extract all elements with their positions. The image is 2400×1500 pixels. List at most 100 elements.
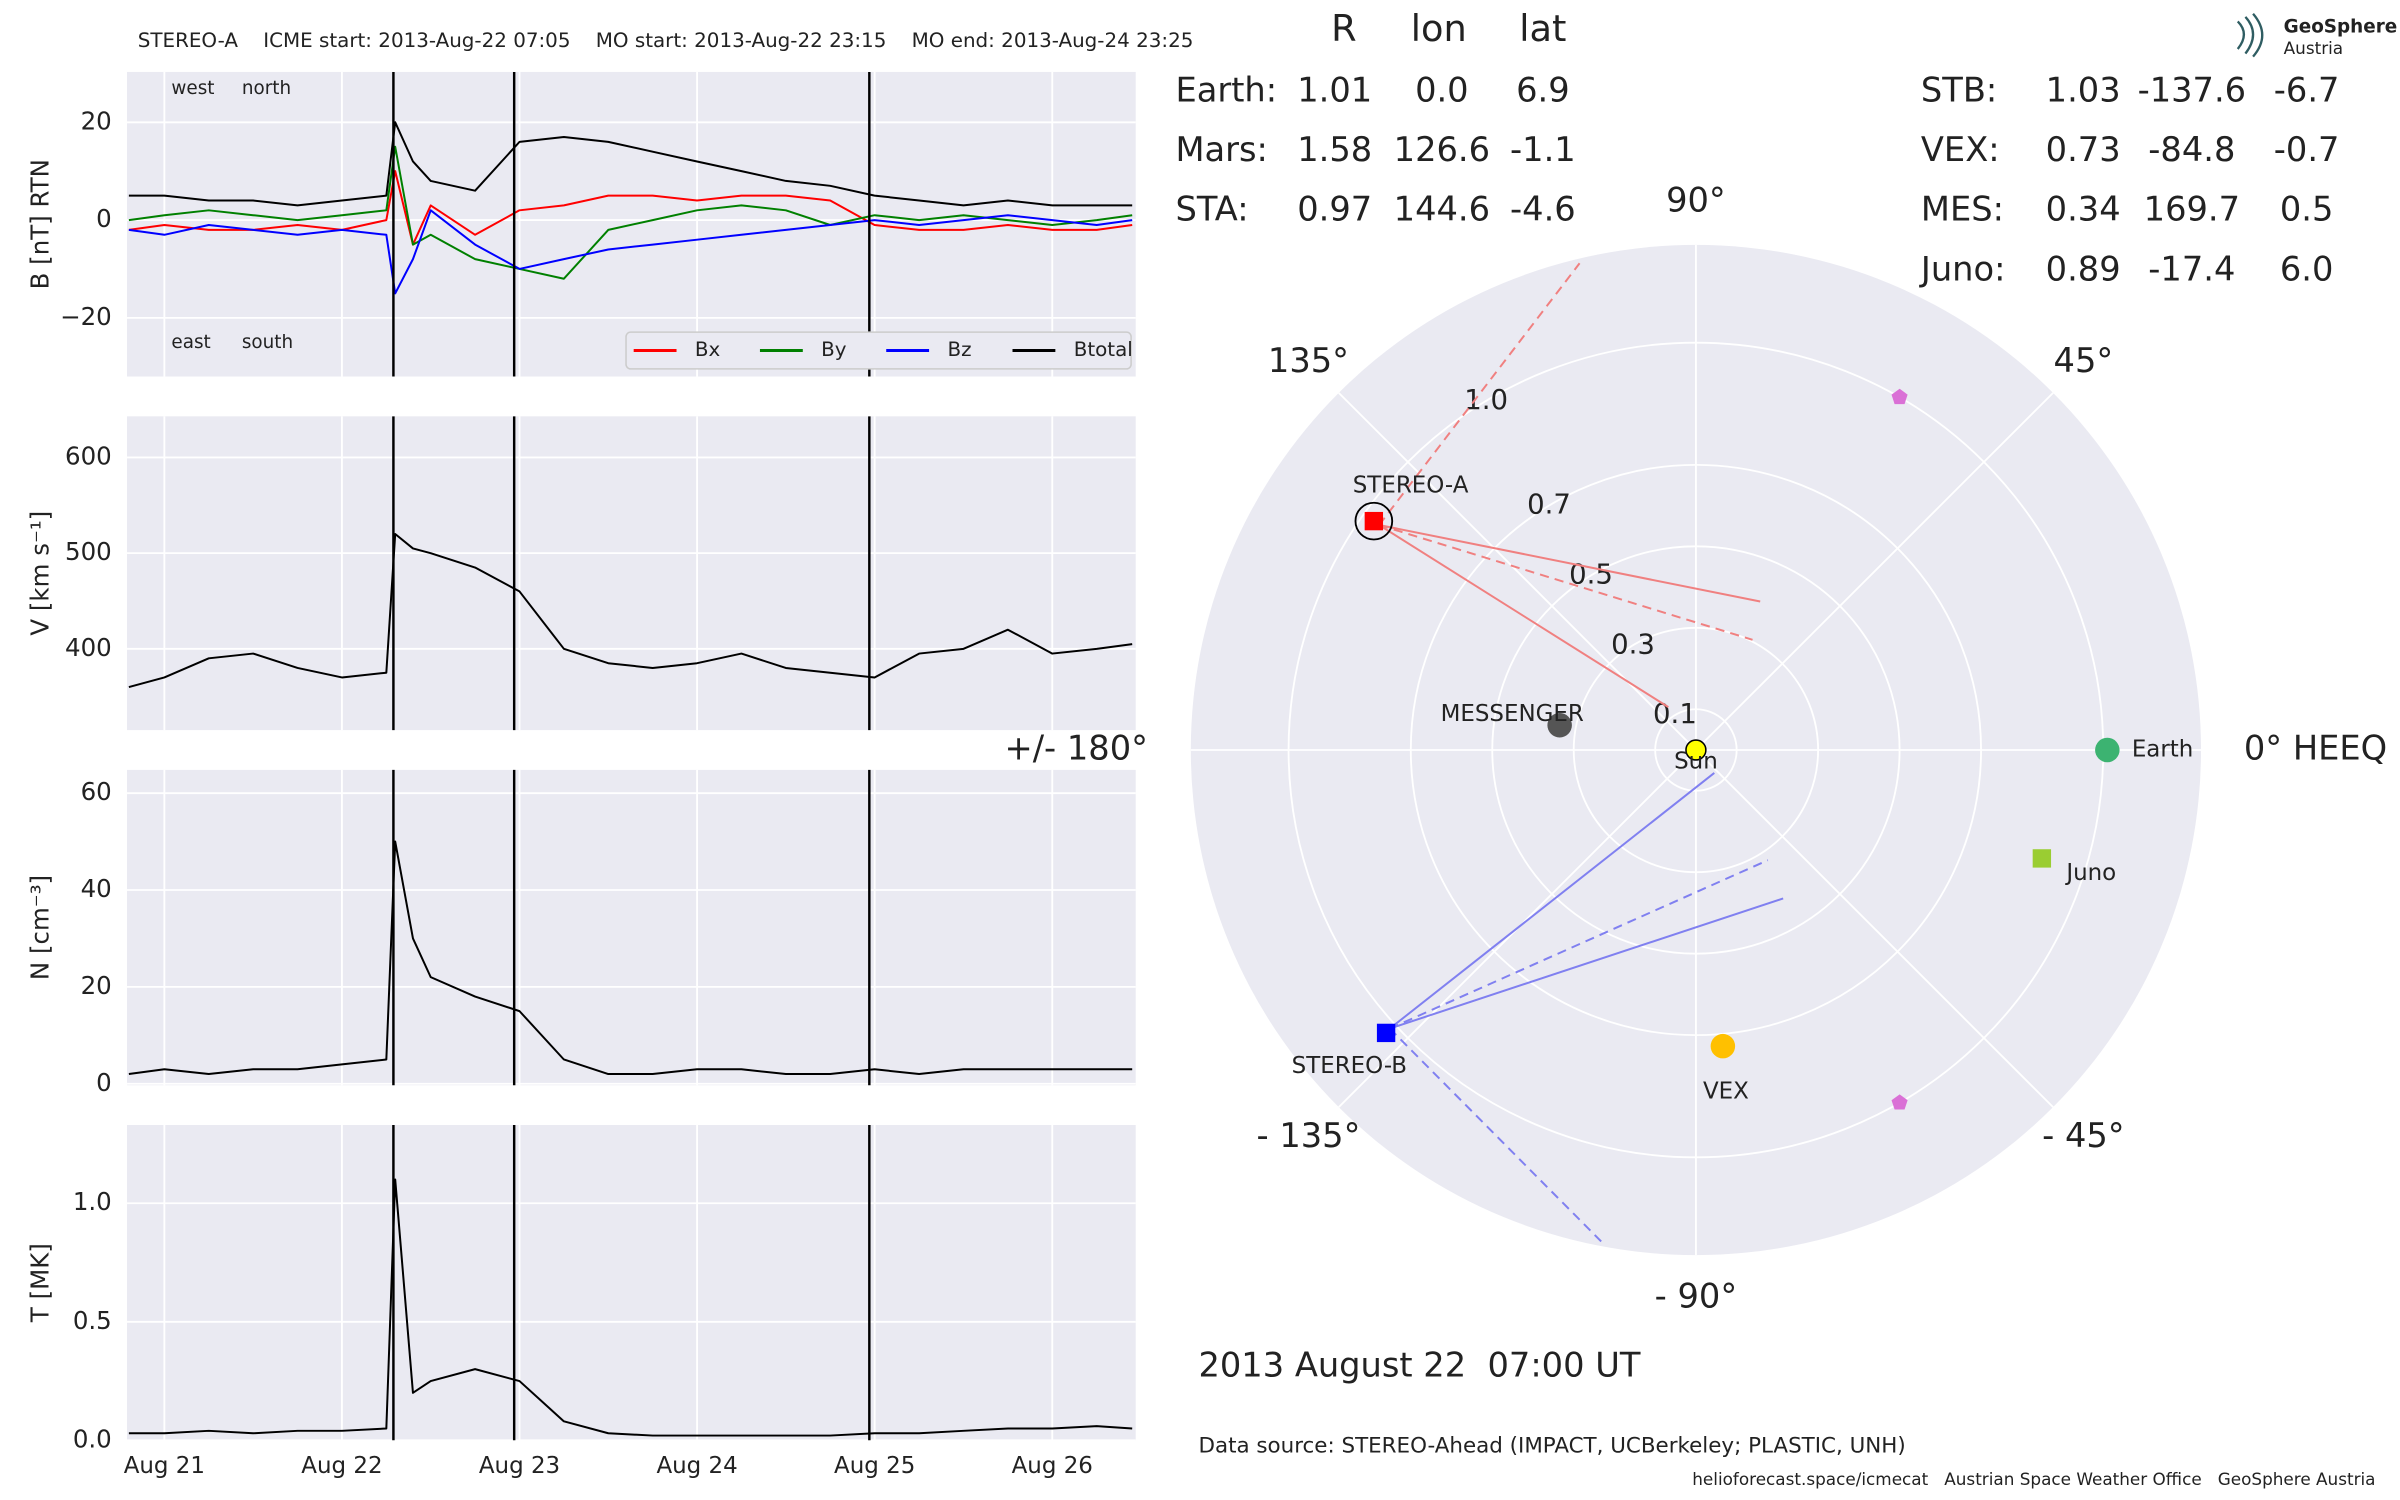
column-header: lat — [1519, 7, 1566, 50]
grid-ring — [1409, 463, 1982, 1037]
body-marker — [1376, 1023, 1396, 1043]
body-label: Earth — [2132, 737, 2194, 763]
legend-label: Btotal — [1074, 338, 1133, 361]
row-value: 0.97 — [1297, 190, 1372, 229]
y-tick-label: 20 — [81, 971, 112, 1000]
legend-box — [625, 331, 1132, 370]
grid-spoke — [1338, 392, 1697, 751]
x-tick-label: Aug 22 — [301, 1453, 382, 1479]
angle-label: 135° — [1268, 341, 1349, 380]
data-line — [128, 170, 1133, 246]
legend-label: By — [821, 338, 847, 361]
body-label: Sun — [1674, 749, 1718, 775]
r-tick-label: 1.0 — [1464, 384, 1508, 416]
annotation: west — [171, 78, 214, 99]
x-tick-label: Aug 25 — [834, 1453, 915, 1479]
r-tick-label: 0.7 — [1527, 489, 1571, 521]
row-value: 0.89 — [2046, 249, 2121, 288]
logo: GeoSphere Austria — [2236, 13, 2398, 58]
plot-area — [127, 416, 1136, 731]
body-marker — [1364, 511, 1384, 531]
row-name: STB: — [1921, 70, 1997, 109]
x-tick-label: Aug 24 — [656, 1453, 737, 1479]
data-line — [128, 121, 1133, 207]
annotation: east — [171, 332, 210, 353]
row-value: 1.58 — [1297, 130, 1372, 169]
legend-label: Bx — [695, 338, 721, 361]
row-name: Juno: — [1919, 249, 2006, 288]
x-tick-label: Aug 21 — [124, 1453, 205, 1479]
annotation: north — [242, 78, 291, 99]
fov-line — [1378, 524, 1753, 641]
logo-icon — [2236, 13, 2264, 58]
data-line — [128, 209, 1133, 295]
row-name: Mars: — [1176, 130, 1268, 169]
annotation: south — [242, 332, 293, 353]
plot-area — [127, 1125, 1136, 1441]
panel-title: STEREO-A ICME start: 2013-Aug-22 07:05 M… — [138, 29, 1194, 52]
row-name: Earth: — [1176, 70, 1278, 109]
fov-line — [1378, 524, 1669, 708]
row-name: VEX: — [1921, 130, 2000, 169]
body-marker — [1685, 739, 1707, 761]
y-tick-label: 20 — [81, 106, 112, 135]
fov-line — [1389, 772, 1715, 1030]
y-axis-label: B [nT] RTN — [25, 159, 54, 289]
body-marker — [2095, 737, 2120, 763]
row-name: STA: — [1176, 190, 1249, 229]
fov-line — [1389, 897, 1784, 1030]
body-label: VEX — [1703, 1079, 1749, 1105]
column-header: lon — [1411, 7, 1467, 50]
y-tick-label: 40 — [81, 874, 112, 903]
y-tick-label: 0.0 — [73, 1424, 112, 1453]
column-header: R — [1331, 7, 1357, 50]
row-value: -6.7 — [2274, 70, 2340, 109]
plot-area — [127, 769, 1136, 1086]
row-value: 0.0 — [1415, 70, 1469, 109]
y-tick-label: 400 — [65, 633, 112, 662]
body-marker — [1710, 1033, 1736, 1059]
row-value: -0.7 — [2274, 130, 2340, 169]
r-tick-label: 0.1 — [1653, 698, 1697, 730]
angle-label: - 135° — [1256, 1116, 1360, 1155]
row-name: MES: — [1921, 190, 2004, 229]
angle-label: 0° HEEQ — [2244, 729, 2387, 768]
body-marker — [1547, 712, 1572, 738]
row-value: -1.1 — [1510, 130, 1576, 169]
row-value: -17.4 — [2148, 249, 2235, 288]
body-label: STEREO-B — [1292, 1053, 1407, 1079]
y-tick-label: 500 — [65, 537, 112, 566]
r-tick-label: 0.3 — [1611, 628, 1655, 660]
body-label: STEREO-A — [1353, 472, 1469, 498]
grid-spoke — [1695, 749, 2054, 1108]
angle-label: 45° — [2054, 341, 2114, 380]
x-tick-label: Aug 23 — [479, 1453, 560, 1479]
row-value: 6.0 — [2280, 249, 2334, 288]
y-tick-label: 60 — [81, 777, 112, 806]
y-tick-label: 0 — [96, 204, 112, 233]
data-line — [128, 840, 1133, 1076]
logo-name: GeoSphere — [2284, 17, 2398, 38]
row-value: 144.6 — [1394, 190, 1490, 229]
grid-ring — [1654, 708, 1738, 792]
angle-label: 90° — [1666, 181, 1726, 220]
row-value: 0.34 — [2046, 190, 2121, 229]
body-marker — [2032, 849, 2052, 868]
y-tick-label: 600 — [65, 441, 112, 470]
row-value: 169.7 — [2144, 190, 2240, 229]
y-axis-label: V [km s⁻¹] — [25, 511, 54, 636]
body-marker — [1891, 388, 1908, 405]
row-value: 0.5 — [2280, 190, 2334, 229]
time-label: 2013 August 22 07:00 UT — [1198, 1345, 1640, 1384]
fov-line — [1378, 524, 1761, 603]
fov-line — [1389, 1027, 1605, 1246]
body-label: Juno — [2064, 860, 2116, 886]
body-marker — [1891, 1094, 1908, 1110]
grid-ring — [1491, 545, 1901, 955]
row-value: -137.6 — [2138, 70, 2247, 109]
x-tick-label: Aug 26 — [1012, 1453, 1093, 1479]
grid-spoke — [1695, 392, 2054, 751]
angle-label: - 90° — [1655, 1276, 1738, 1315]
row-value: -4.6 — [1510, 190, 1576, 229]
